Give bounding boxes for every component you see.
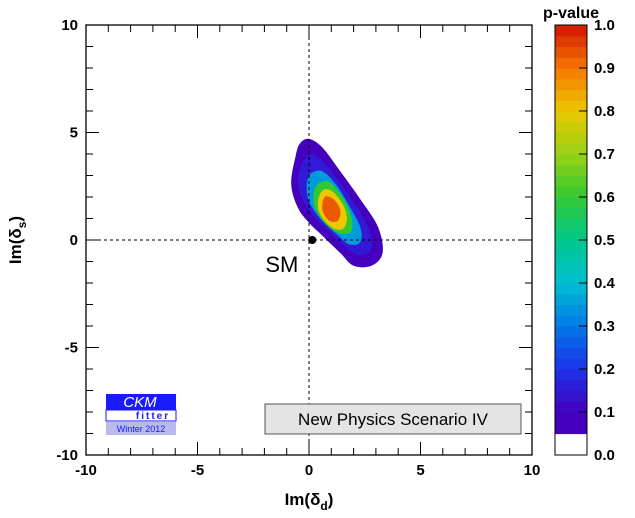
colorbar-tick-label: 0.2 <box>594 361 615 378</box>
colorbar-band <box>555 111 587 123</box>
y-tick-label: 0 <box>70 232 78 249</box>
axis-ticks <box>85 24 533 456</box>
y-axis-label-sub: s <box>15 221 29 228</box>
x-tick-label: 0 <box>305 462 313 479</box>
colorbar-band <box>555 143 587 155</box>
x-tick-label: 10 <box>524 462 541 479</box>
colorbar-band <box>555 304 587 316</box>
colorbar-title: p-value <box>543 5 599 22</box>
y-axis-label: Im(δs) <box>6 216 29 264</box>
colorbar-frame <box>554 24 588 456</box>
colorbar-band <box>555 315 587 327</box>
ckmfitter-logo: CKM fitter Winter 2012 <box>105 394 177 435</box>
colorbar-band <box>555 121 587 134</box>
colorbar-band <box>555 336 587 349</box>
colorbar-band <box>555 240 587 252</box>
logo-line1: CKM <box>123 394 157 411</box>
y-tick-labels: -10 -5 0 5 10 <box>56 17 78 464</box>
x-axis-label-sub: d <box>320 499 327 513</box>
colorbar-band <box>555 218 587 230</box>
colorbar-band <box>555 68 587 80</box>
colorbar-band <box>555 164 587 177</box>
x-tick-labels: -10 -5 0 5 10 <box>75 462 540 479</box>
y-tick-label: -5 <box>65 340 78 357</box>
colorbar-tick-label: 0.7 <box>594 146 615 163</box>
y-tick-label: 5 <box>70 125 78 142</box>
x-tick-label: -5 <box>191 462 204 479</box>
colorbar-tick-label: 0.3 <box>594 318 615 335</box>
colorbar-tick-label: 0.6 <box>594 189 615 206</box>
colorbar-tick-label: 0.9 <box>594 60 615 77</box>
colorbar <box>555 24 587 456</box>
colorbar-tick-label: 0.5 <box>594 232 615 249</box>
colorbar-tick-label: 0.0 <box>594 447 615 464</box>
colorbar-band <box>555 207 587 220</box>
scenario-box: New Physics Scenario IV <box>264 403 522 435</box>
colorbar-band <box>555 412 587 424</box>
colorbar-band <box>555 293 587 306</box>
contour-region-5 <box>322 196 341 222</box>
x-tick-label: -10 <box>75 462 97 479</box>
colorbar-tick-label: 1.0 <box>594 17 615 34</box>
colorbar-band <box>555 154 587 166</box>
colorbar-band <box>555 401 587 413</box>
contour-layer <box>291 138 383 268</box>
logo-line2: fitter <box>136 411 170 422</box>
colorbar-band <box>555 326 587 338</box>
colorbar-band <box>555 261 587 273</box>
colorbar-band <box>555 444 587 456</box>
colorbar-tick-labels: 0.0 0.1 0.2 0.3 0.4 0.5 0.6 0.7 0.8 0.9 1.0 <box>594 17 616 464</box>
colorbar-band <box>555 250 587 263</box>
colorbar-band <box>555 57 587 69</box>
colorbar-tick-label: 0.1 <box>594 404 615 421</box>
colorbar-band <box>555 379 587 392</box>
colorbar-band <box>555 347 587 359</box>
colorbar-tick-label: 0.4 <box>594 275 616 292</box>
y-tick-label: -10 <box>56 447 78 464</box>
colorbar-band <box>555 25 587 37</box>
scenario-label: New Physics Scenario IV <box>298 410 489 429</box>
colorbar-band <box>555 78 587 91</box>
colorbar-band <box>555 272 587 284</box>
colorbar-band <box>555 35 587 48</box>
colorbar-band <box>555 283 587 295</box>
sm-point <box>308 236 317 244</box>
colorbar-band <box>555 369 587 381</box>
colorbar-band <box>555 89 587 101</box>
colorbar-band <box>555 132 587 144</box>
colorbar-band <box>555 100 587 112</box>
colorbar-band <box>555 390 587 402</box>
colorbar-band <box>555 358 587 370</box>
x-axis-label: Im(δd) <box>285 490 334 513</box>
colorbar-band <box>555 433 587 445</box>
colorbar-band <box>555 197 587 209</box>
logo-line3: Winter 2012 <box>117 424 166 434</box>
colorbar-band <box>555 186 587 198</box>
colorbar-band <box>555 229 587 241</box>
y-tick-label: 10 <box>61 17 78 34</box>
colorbar-band <box>555 422 587 435</box>
colorbar-tick-label: 0.8 <box>594 103 615 120</box>
sm-label: SM <box>265 252 298 277</box>
x-tick-label: 5 <box>416 462 424 479</box>
colorbar-band <box>555 175 587 187</box>
colorbar-band <box>555 46 587 58</box>
